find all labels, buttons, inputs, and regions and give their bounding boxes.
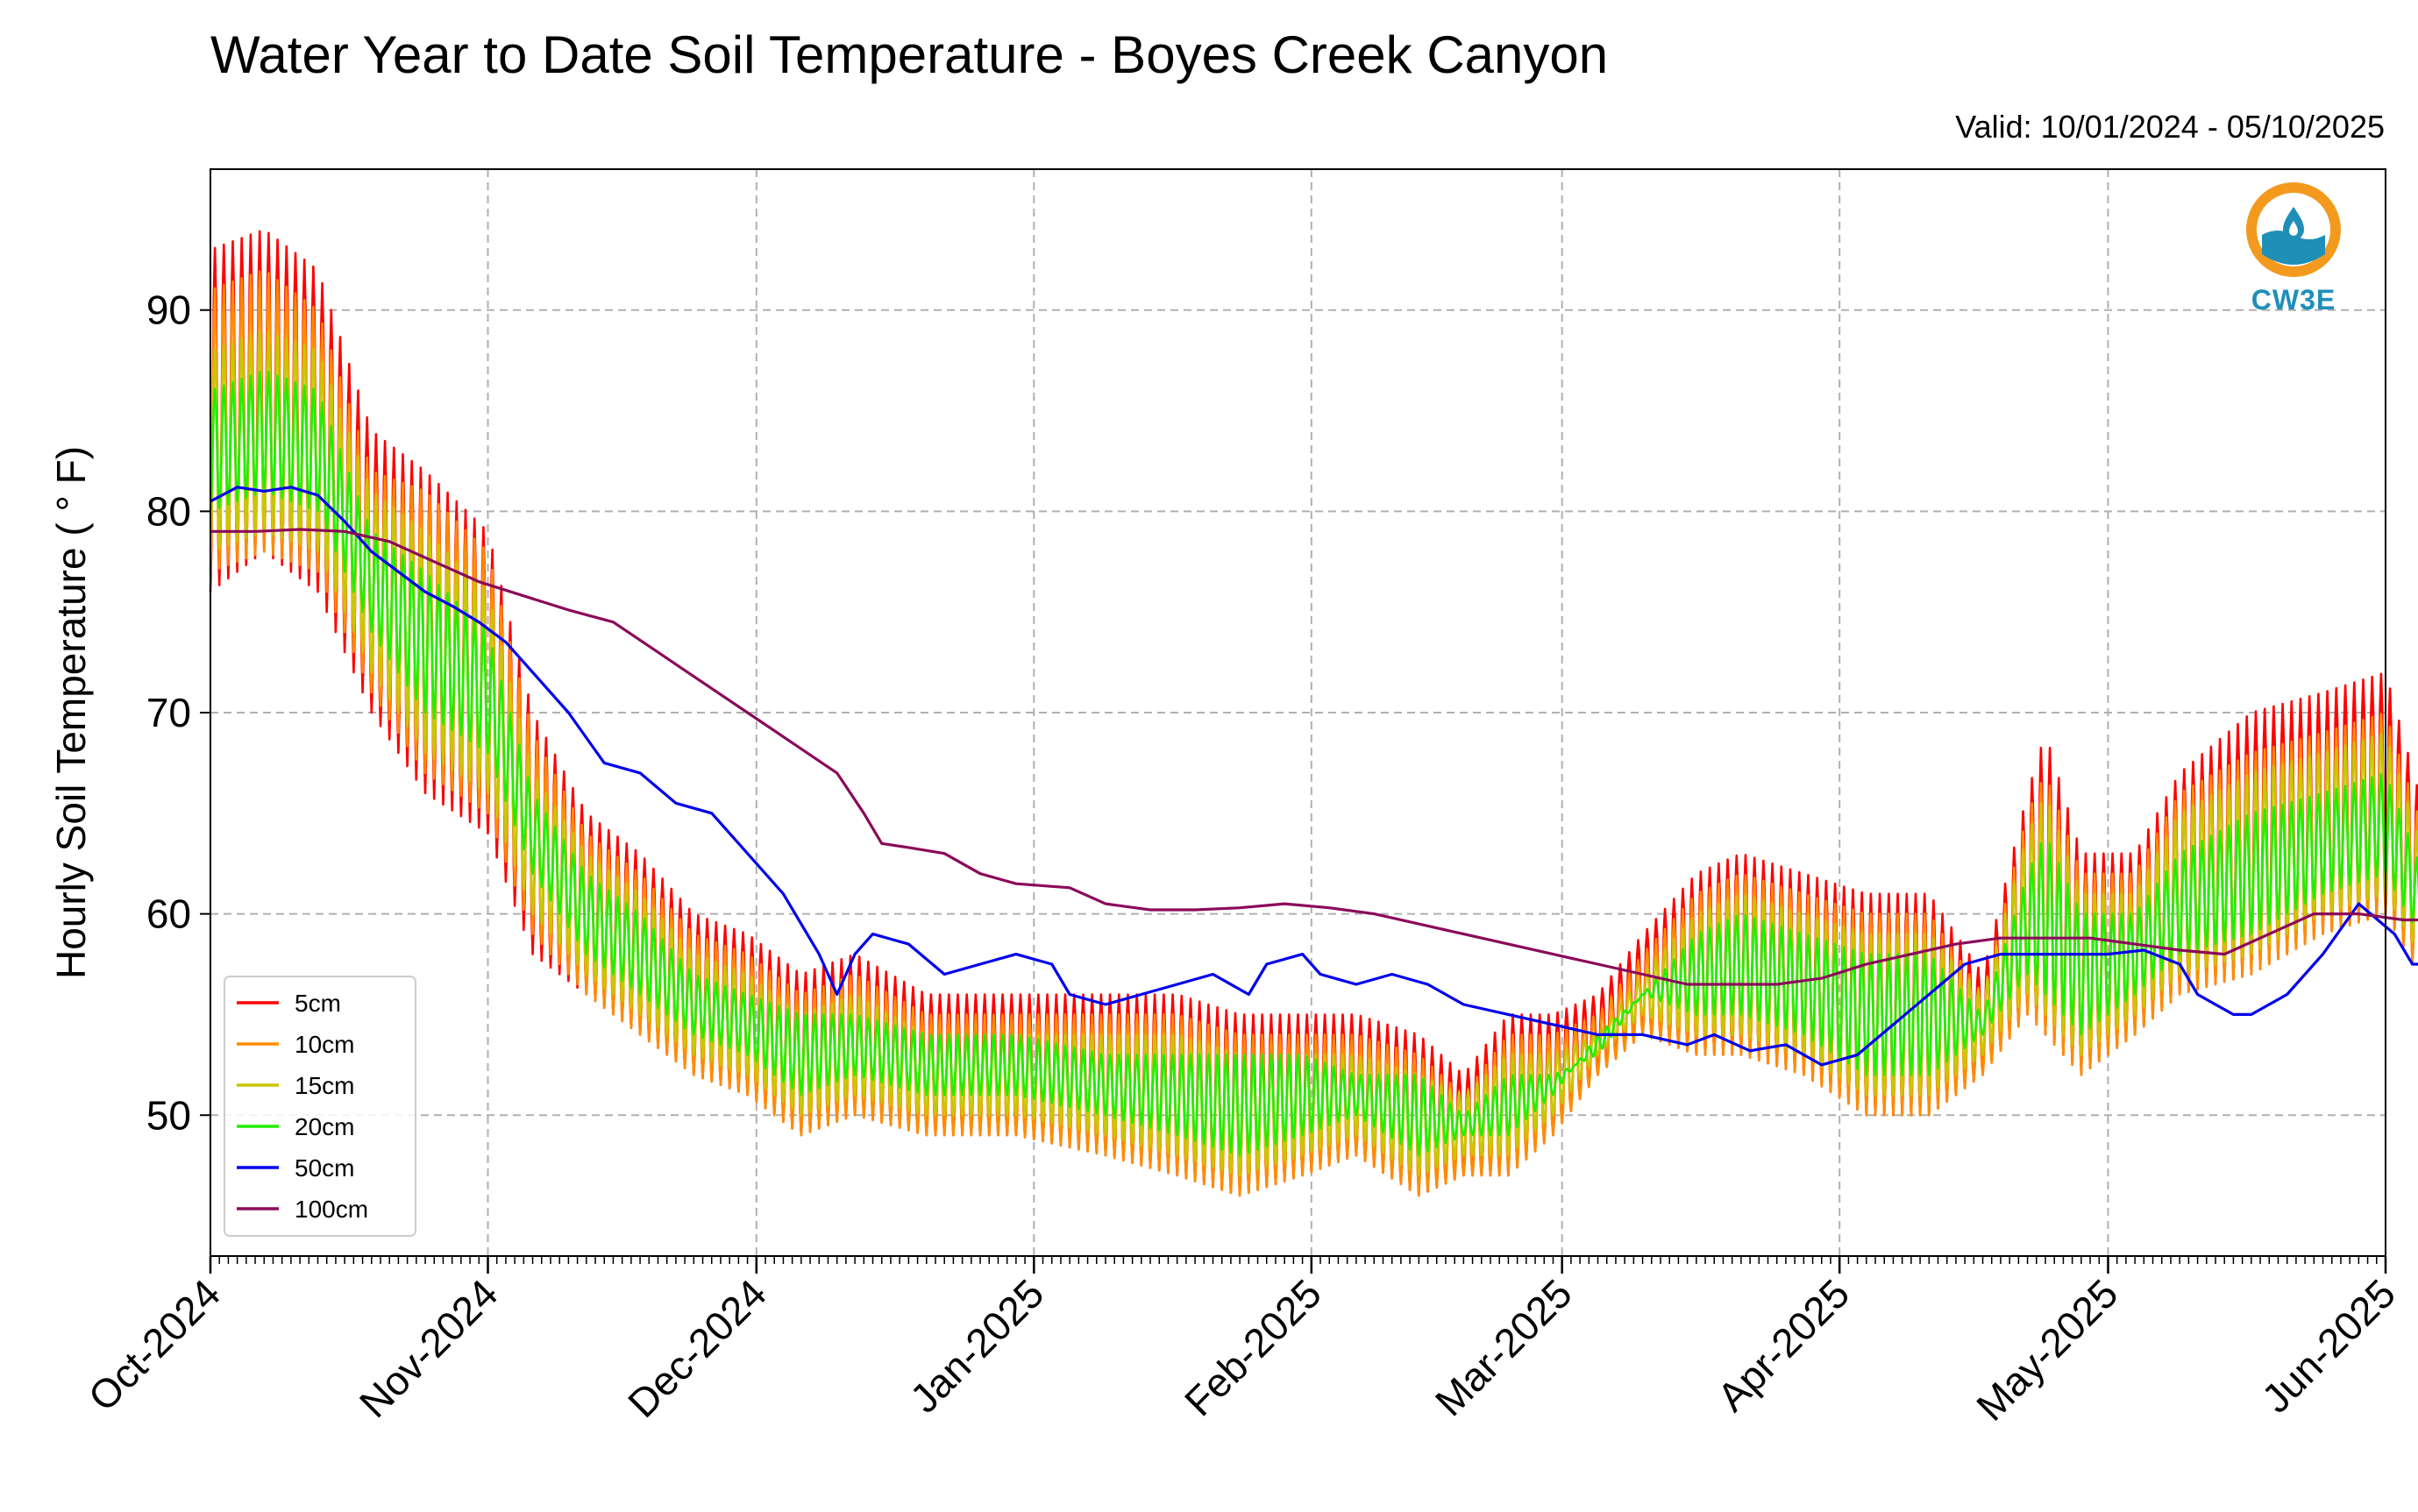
cw3e-logo-icon xyxy=(2246,182,2341,277)
y-tick-label: 80 xyxy=(146,488,191,534)
series-10cm-line xyxy=(209,270,2418,1197)
series-lines xyxy=(209,230,2418,1197)
x-tick-label: Oct-2024 xyxy=(80,1270,230,1420)
legend-label-10cm: 10cm xyxy=(295,1031,354,1058)
x-tick-label: Feb-2025 xyxy=(1176,1270,1330,1424)
x-tick-label: Dec-2024 xyxy=(619,1270,775,1426)
series-100cm-line xyxy=(210,528,2418,986)
legend-label-20cm: 20cm xyxy=(295,1113,354,1140)
y-axis-label: Hourly Soil Temperature ( ° F) xyxy=(48,446,94,979)
legend-label-100cm: 100cm xyxy=(295,1196,368,1223)
cw3e-logo: CW3E xyxy=(2241,181,2346,321)
y-tick-label: 90 xyxy=(146,287,191,333)
x-tick-label: May-2025 xyxy=(1967,1270,2126,1429)
axis-ticks: 50 60 70 80 90 Oct-2024 Nov-2024 Dec-2024 Jan-20… xyxy=(80,287,2405,1430)
y-tick-label: 50 xyxy=(146,1092,191,1138)
series-20cm-line xyxy=(209,371,2418,1157)
chart-title: Water Year to Date Soil Temperature - Bo… xyxy=(210,25,1609,84)
series-50cm-line xyxy=(210,486,2418,1067)
x-tick-label: Mar-2025 xyxy=(1426,1270,1581,1424)
y-tick-label: 60 xyxy=(146,891,191,937)
x-tick-label: Apr-2025 xyxy=(1709,1270,1859,1420)
x-tick-label: Jan-2025 xyxy=(901,1270,1052,1421)
legend: 5cm 10cm 15cm 20cm 50cm 100cm xyxy=(224,976,416,1237)
x-tick-label: Nov-2024 xyxy=(351,1270,507,1426)
x-tick-label: Jun-2025 xyxy=(2253,1270,2404,1421)
valid-range-label: Valid: 10/01/2024 - 05/10/2025 xyxy=(1955,109,2385,145)
legend-label-50cm: 50cm xyxy=(295,1154,354,1182)
legend-label-15cm: 15cm xyxy=(295,1072,354,1099)
y-tick-label: 70 xyxy=(146,690,191,735)
legend-box xyxy=(224,976,416,1237)
grid-lines xyxy=(210,169,2386,1256)
legend-label-5cm: 5cm xyxy=(295,990,341,1017)
logo-text: CW3E xyxy=(2251,284,2336,316)
